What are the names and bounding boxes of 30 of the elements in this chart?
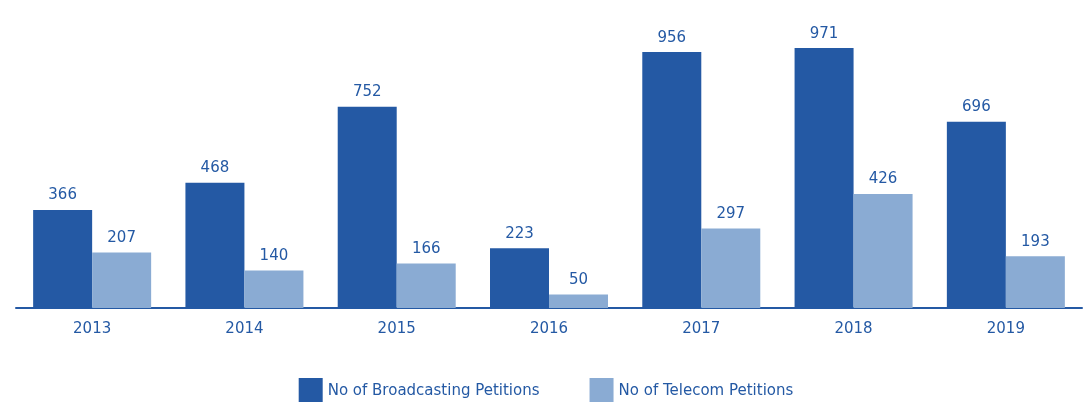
x-tick-label: 2016 <box>529 318 569 337</box>
data-label: 366 <box>48 185 77 204</box>
data-label: 223 <box>505 223 534 242</box>
legend-label: No of Broadcasting Petitions <box>327 381 540 399</box>
data-label: 971 <box>809 23 839 42</box>
data-label: 140 <box>259 246 289 265</box>
data-label: 50 <box>568 270 589 289</box>
data-label: 696 <box>962 97 991 116</box>
x-tick-label: 2015 <box>377 318 416 337</box>
bar <box>701 228 761 308</box>
x-tick-label: 2014 <box>225 318 264 337</box>
data-label: 207 <box>107 228 136 247</box>
data-label: 752 <box>352 82 382 101</box>
bar <box>244 270 304 308</box>
x-tick-label: 2017 <box>682 318 721 337</box>
legend-label: No of Telecom Petitions <box>618 381 794 399</box>
x-tick-label: 2013 <box>73 318 112 337</box>
data-label: 468 <box>200 158 230 177</box>
bar <box>92 252 152 308</box>
data-label: 297 <box>716 203 746 222</box>
bar <box>853 193 913 308</box>
bar <box>1005 256 1065 308</box>
data-label: 426 <box>868 169 898 188</box>
x-tick-label: 2019 <box>986 318 1025 337</box>
data-label: 193 <box>1021 231 1050 250</box>
bar <box>549 294 608 308</box>
data-label: 166 <box>411 239 441 258</box>
x-tick-label: 2018 <box>834 318 873 337</box>
bar <box>396 263 456 308</box>
data-label: 956 <box>657 27 687 46</box>
